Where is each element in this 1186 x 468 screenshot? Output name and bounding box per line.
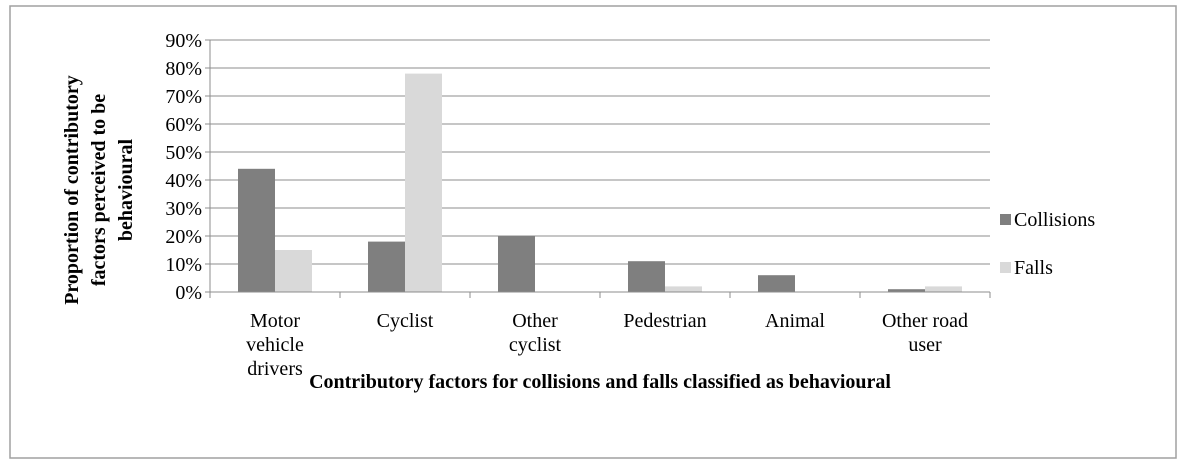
x-tick-label: Other cyclist	[509, 310, 562, 356]
y-tick-label: 70%	[165, 86, 202, 108]
bar	[275, 250, 312, 292]
x-tick-label: Pedestrian	[623, 310, 706, 332]
x-axis-title: Contributory factors for collisions and …	[309, 371, 891, 393]
y-tick-label: 40%	[165, 170, 202, 192]
x-tick-label: Other road user	[882, 310, 968, 356]
bar	[888, 289, 925, 292]
bar	[665, 286, 702, 292]
bar	[238, 168, 275, 292]
y-tick-label: 60%	[165, 114, 202, 136]
chart-frame	[9, 5, 1177, 459]
y-tick-label: 80%	[165, 58, 202, 80]
legend-swatch	[1000, 262, 1011, 273]
legend-swatch	[1000, 214, 1011, 225]
bar	[405, 73, 442, 292]
bar	[628, 261, 665, 292]
legend-label: Collisions	[1014, 209, 1095, 231]
bar	[925, 286, 962, 292]
x-tick-label: Animal	[765, 310, 825, 332]
bar	[758, 275, 795, 292]
bar	[368, 241, 405, 292]
x-tick-label: Motor vehicle drivers	[246, 310, 304, 380]
bar	[498, 236, 535, 292]
y-tick-label: 20%	[165, 226, 202, 248]
legend-label: Falls	[1014, 257, 1053, 279]
y-tick-label: 30%	[165, 198, 202, 220]
x-tick-label: Cyclist	[377, 310, 434, 332]
y-tick-label: 0%	[175, 282, 202, 304]
y-tick-label: 50%	[165, 142, 202, 164]
y-tick-label: 90%	[165, 30, 202, 52]
y-axis-title: Proportion of contributory factors percei…	[61, 75, 137, 305]
y-tick-label: 10%	[165, 254, 202, 276]
